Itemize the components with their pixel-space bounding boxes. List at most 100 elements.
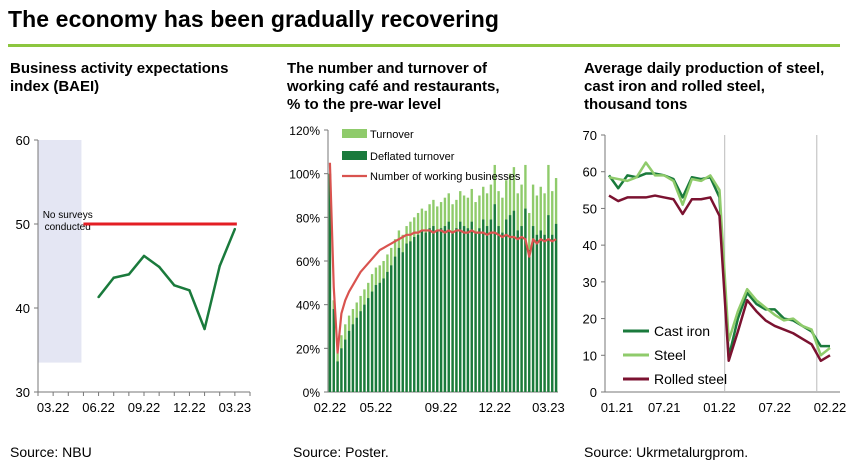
panel2-source: Source: Poster. (293, 444, 389, 460)
panel1-title: Business activity expectations index (BA… (10, 60, 228, 96)
x-tick-label: 07.21 (648, 400, 681, 415)
panel2-title-line: % to the pre-war level (287, 96, 442, 113)
legend-deflated-swatch (342, 151, 367, 160)
deflated-bar (474, 232, 477, 392)
legend-deflated-label: Deflated turnover (370, 151, 455, 163)
series-line (608, 194, 831, 363)
deflated-bar (432, 226, 435, 392)
y-tick-label: 60% (296, 255, 320, 269)
legend-businesses-label: Number of working businesses (370, 171, 521, 183)
deflated-bar (328, 173, 332, 392)
no-survey-label: conducted (45, 222, 91, 233)
y-tick-label: 60 (16, 133, 30, 148)
deflated-bar (455, 228, 458, 392)
x-tick-label: 01.22 (703, 400, 736, 415)
x-tick-label: 09.22 (425, 400, 458, 415)
deflated-bar (374, 285, 378, 392)
steel-chart: 0 10 20 30 40 50 60 70 01.21 07.21 01.22 07.22 02.22… (583, 128, 847, 415)
y-tick-label: 80% (296, 211, 320, 225)
legend-label: Cast iron (654, 323, 710, 339)
y-tick-label: 40 (16, 301, 30, 316)
deflated-bar (470, 221, 473, 392)
x-tick-label: 02.22 (814, 400, 847, 415)
x-tick-label: 03.23 (532, 400, 565, 415)
y-tick-label: 0 (590, 385, 597, 400)
panel2-title-line: working café and restaurants, (287, 78, 500, 95)
deflated-bar (485, 226, 489, 392)
deflated-bar (370, 291, 374, 392)
baei-point (203, 327, 206, 331)
deflated-bar (336, 361, 339, 392)
y-tick-label: 120% (289, 124, 320, 138)
deflated-bar (363, 304, 366, 392)
deflated-bar (505, 219, 508, 392)
y-tick-label: 0% (303, 386, 321, 400)
deflated-bar (390, 265, 393, 392)
legend-turnover-swatch (342, 129, 367, 138)
deflated-bar (543, 234, 546, 392)
legend-label: Steel (654, 347, 686, 363)
deflated-bar (493, 204, 496, 392)
x-tick-label: 12.22 (478, 400, 511, 415)
x-tick-label: 07.22 (758, 400, 791, 415)
y-tick-label: 60 (583, 165, 597, 180)
title-divider (8, 44, 840, 47)
deflated-bar (451, 232, 454, 392)
baei-point (142, 254, 146, 258)
x-tick-label: 09.22 (128, 400, 161, 415)
x-tick-label: 06.22 (82, 400, 115, 415)
x-tick-label: 03.22 (37, 400, 70, 415)
deflated-bar (367, 298, 370, 392)
baei-line (97, 228, 237, 331)
deflated-bar (397, 247, 401, 392)
deflated-bar (462, 226, 466, 392)
y-tick-label: 100% (289, 168, 320, 182)
y-tick-label: 40 (583, 238, 597, 253)
panel1-title-line: Business activity expectations (10, 60, 229, 77)
legend-turnover-label: Turnover (370, 129, 414, 141)
x-tick-label: 12.22 (173, 400, 206, 415)
deflated-bar (520, 226, 523, 392)
deflated-bar (405, 243, 408, 392)
deflated-bar (535, 234, 539, 392)
y-tick-label: 50 (583, 201, 597, 216)
deflated-bar (531, 226, 535, 392)
x-tick-label: 01.21 (601, 400, 634, 415)
panel3-title-line: cast iron and rolled steel, (584, 78, 765, 95)
deflated-bar (466, 228, 470, 392)
panel3-title-line: Average daily production of steel, (584, 60, 825, 77)
deflated-bar (482, 219, 485, 392)
x-tick-label: 05.22 (360, 400, 393, 415)
deflated-bar (508, 215, 512, 392)
deflated-bar (551, 234, 554, 392)
deflated-bar (547, 215, 550, 392)
deflated-bar (459, 221, 462, 392)
y-tick-label: 10 (583, 348, 597, 363)
deflated-bar (409, 241, 412, 392)
deflated-bar (528, 250, 531, 392)
baei-point (157, 265, 161, 269)
deflated-bar (332, 309, 335, 392)
baei-point (112, 276, 115, 279)
x-tick-label: 03.23 (219, 400, 252, 415)
panel3-title-line: thousand tons (584, 96, 688, 113)
no-survey-label: No surveys (43, 210, 93, 221)
deflated-bar (478, 228, 481, 392)
panel1-title-line: index (BAEI) (10, 78, 100, 95)
deflated-bar (378, 282, 381, 392)
deflated-bar (497, 226, 500, 392)
y-tick-label: 40% (296, 299, 320, 313)
deflated-bar (382, 278, 385, 392)
cafe-chart: 0% 20% 40% 60% 80% 100% 120% 02.22 05.22 09.22 12.… (289, 124, 565, 415)
baei-point (218, 264, 221, 268)
deflated-bar (340, 348, 343, 392)
baei-point (127, 273, 131, 276)
deflated-bar (416, 234, 420, 392)
baei-point (188, 289, 191, 292)
deflated-bar (351, 324, 355, 392)
deflated-bar (443, 226, 447, 392)
deflated-bar (436, 230, 439, 392)
x-tick-label: 02.22 (314, 400, 347, 415)
panel2-title-line: The number and turnover of (287, 60, 488, 77)
